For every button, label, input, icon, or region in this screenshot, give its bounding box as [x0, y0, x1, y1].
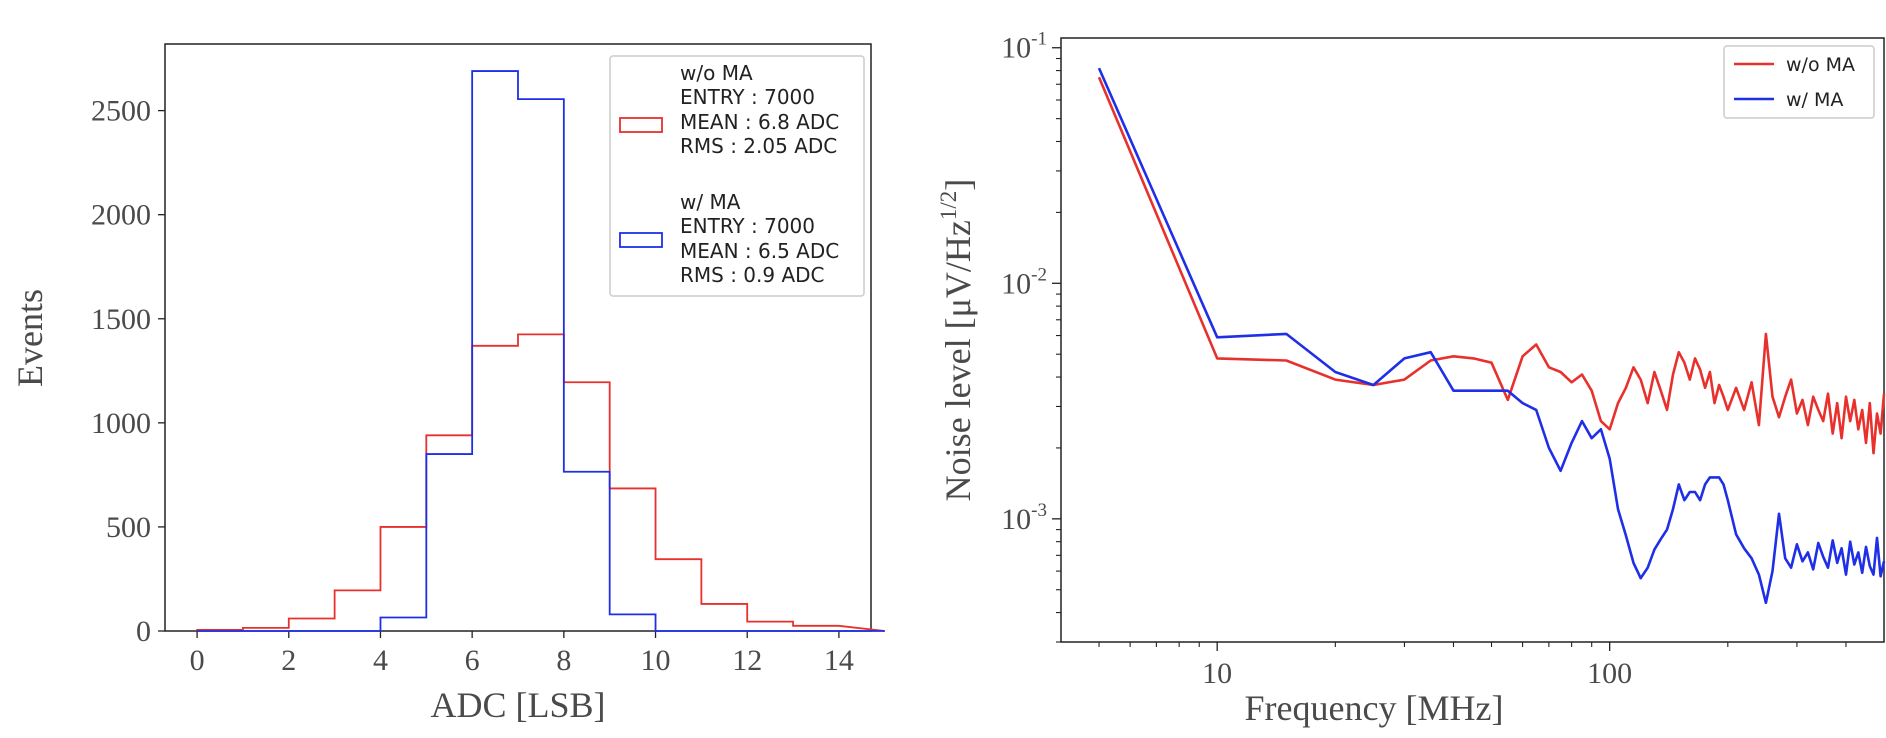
noise-legend: w/o MA w/ MA	[1723, 45, 1875, 119]
legend-line: w/o MA	[680, 61, 753, 85]
noise-y-axis-label-close: ]	[938, 179, 978, 191]
hist-y-tick-label: 500	[106, 511, 151, 544]
noise-x-ticks: 10 100	[1098, 642, 1847, 690]
noise-x-tick-label: 100	[1587, 657, 1632, 690]
noise-plot-area	[1060, 37, 1885, 643]
legend-line: MEAN : 6.8 ADC	[680, 110, 839, 134]
noise-spectrum-panel: 10 100 10-110-210-3 Frequency [MHz] Noise…	[936, 29, 1886, 728]
hist-y-tick-label: 1000	[91, 407, 151, 440]
legend-label-without-ma: w/o MA	[1786, 54, 1855, 76]
hist-series-without-ma	[196, 333, 885, 632]
noise-series	[1097, 67, 1886, 605]
hist-x-tick-label: 14	[824, 644, 854, 677]
noise-x-tick-label: 10	[1202, 657, 1232, 690]
legend-entry-without-ma: w/o MA ENTRY : 7000 MEAN : 6.8 ADC RMS :…	[680, 61, 839, 158]
histogram-panel: 0 2 4 6 8 10 12 14 0 500 1000 1500 2000 2500 ADC [LS…	[10, 43, 885, 725]
noise-x-axis-label: Frequency [MHz]	[1245, 688, 1504, 728]
histogram-x-ticks: 0 2 4 6 8 10 12 14	[190, 631, 854, 677]
noise-y-tick-base: 10	[1001, 267, 1031, 300]
histogram-y-ticks: 0 500 1000 1500 2000 2500	[91, 95, 165, 648]
noise-y-axis-label-exponent: 1/2	[936, 191, 961, 220]
legend-line: MEAN : 6.5 ADC	[680, 239, 839, 263]
noise-line-without-ma	[1097, 76, 1886, 455]
noise-y-tick-base: 10	[1001, 503, 1031, 536]
noise-y-tick-label: 10-1	[1001, 29, 1047, 65]
histogram-series	[196, 70, 885, 632]
legend-swatch-with-ma	[619, 232, 663, 248]
hist-step-outline	[196, 333, 885, 632]
noise-y-tick-exponent: -2	[1031, 264, 1047, 285]
hist-x-tick-label: 6	[465, 644, 480, 677]
histogram-plot-area	[164, 43, 872, 632]
legend-line: w/ MA	[680, 190, 741, 214]
noise-y-tick-exponent: -3	[1031, 500, 1047, 521]
hist-x-tick-label: 10	[641, 644, 671, 677]
hist-y-tick-label: 0	[136, 615, 151, 648]
legend-entry-with-ma: w/ MA ENTRY : 7000 MEAN : 6.5 ADC RMS : …	[680, 190, 839, 287]
histogram-x-axis-label: ADC [LSB]	[430, 685, 605, 725]
legend-line: ENTRY : 7000	[680, 214, 815, 238]
legend-line: RMS : 0.9 ADC	[680, 263, 825, 287]
noise-y-axis-label: Noise level [μV/Hz1/2]	[936, 179, 978, 502]
noise-y-tick-label: 10-3	[1001, 500, 1047, 536]
legend-line: ENTRY : 7000	[680, 85, 815, 109]
hist-y-tick-label: 1500	[91, 303, 151, 336]
hist-x-tick-label: 12	[732, 644, 762, 677]
noise-y-ticks: 10-110-210-3	[1001, 29, 1061, 643]
hist-step-outline	[197, 70, 885, 632]
histogram-legend: w/o MA ENTRY : 7000 MEAN : 6.8 ADC RMS :…	[609, 55, 865, 297]
noise-y-tick-base: 10	[1001, 32, 1031, 65]
noise-y-tick-exponent: -1	[1031, 29, 1047, 50]
hist-x-tick-label: 4	[373, 644, 388, 677]
hist-series-with-ma	[197, 70, 885, 632]
hist-y-tick-label: 2500	[91, 95, 151, 128]
legend-label-with-ma: w/ MA	[1786, 89, 1843, 111]
noise-y-tick-label: 10-2	[1001, 264, 1047, 300]
legend-line: RMS : 2.05 ADC	[680, 134, 837, 158]
noise-y-axis-label-main: Noise level [μV/Hz	[938, 220, 978, 501]
hist-y-tick-label: 2000	[91, 199, 151, 232]
histogram-legend-box	[609, 55, 865, 297]
legend-swatch-without-ma	[619, 117, 663, 133]
hist-x-tick-label: 2	[281, 644, 296, 677]
hist-x-tick-label: 0	[190, 644, 205, 677]
noise-line-with-ma	[1097, 67, 1886, 605]
hist-x-tick-label: 8	[556, 644, 571, 677]
histogram-y-axis-label: Events	[10, 289, 50, 387]
